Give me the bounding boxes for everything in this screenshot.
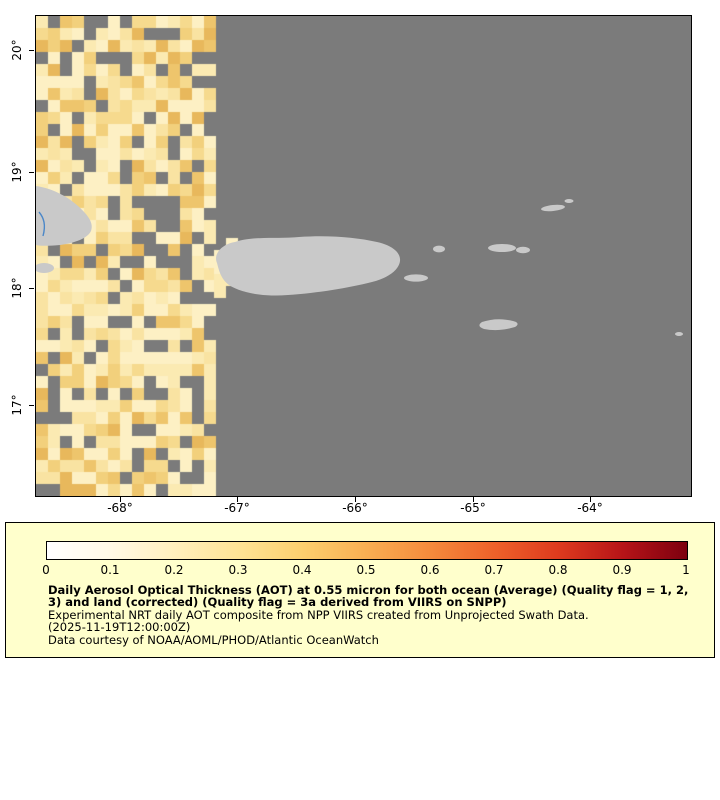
lat-tick-19: [29, 172, 34, 173]
st-john-islet: [516, 246, 530, 254]
legend-line-timestamp: (2025-11-19T12:00:00Z): [48, 620, 191, 635]
culebra-islet: [433, 245, 445, 253]
legend-line-source: Experimental NRT daily AOT composite fro…: [48, 607, 589, 622]
legend-title: Daily Aerosol Optical Thickness (AOT) at…: [48, 583, 689, 610]
lat-tick-20: [29, 50, 34, 51]
lon-tick-64: [590, 497, 591, 502]
colorbar-tick-labels: 0 0.1 0.2 0.3 0.4 0.5 0.6 0.7 0.8 0.9 1: [42, 563, 690, 577]
legend-panel: 0 0.1 0.2 0.3 0.4 0.5 0.6 0.7 0.8 0.9 1 …: [5, 522, 715, 658]
legend-caption: Daily Aerosol Optical Thickness (AOT) at…: [48, 584, 692, 646]
lon-tick-66: [355, 497, 356, 502]
lat-axis-label: 17°: [10, 394, 24, 416]
lon-tick-68: [120, 497, 121, 502]
st-croix-islet: [479, 319, 518, 331]
colorbar-tick: 0.4: [292, 563, 312, 577]
lon-tick-65: [473, 497, 474, 502]
lat-tick-17: [29, 405, 34, 406]
colorbar-tick: 0: [42, 563, 50, 577]
lon-tick-67: [237, 497, 238, 502]
lat-tick-18: [29, 288, 34, 289]
colorbar-tick: 0.2: [164, 563, 184, 577]
colorbar-tick: 0.3: [228, 563, 248, 577]
colorbar-tick: 0.6: [420, 563, 440, 577]
colorbar-tick: 0.7: [484, 563, 504, 577]
colorbar-tick: 0.8: [548, 563, 568, 577]
colorbar-gradient: [46, 541, 688, 560]
sombrero-islet: [675, 332, 683, 336]
vieques-islet: [404, 274, 428, 282]
lon-axis-label: -65°: [460, 501, 486, 515]
landmass-overlay: [36, 186, 683, 336]
colorbar-tick: 1: [682, 563, 690, 577]
tortola-islet: [541, 204, 565, 212]
st-thomas-islet: [488, 244, 516, 252]
lat-axis-label: 18°: [10, 277, 24, 299]
colorbar-tick: 0.1: [100, 563, 120, 577]
hispaniola-landmass: [36, 186, 92, 246]
lon-axis-label: -66°: [342, 501, 368, 515]
legend-line-courtesy: Data courtesy of NOAA/AOML/PHOD/Atlantic…: [48, 632, 379, 647]
lat-axis-label: 19°: [10, 161, 24, 183]
map-plot-area: [35, 15, 692, 497]
puerto-rico-landmass: [216, 236, 401, 296]
lon-axis-label: -68°: [107, 501, 133, 515]
saona-islet: [36, 263, 54, 273]
lon-axis-label: -64°: [577, 501, 603, 515]
colorbar-tick: 0.9: [612, 563, 632, 577]
border-line: [38, 211, 46, 237]
lon-axis-label: -67°: [224, 501, 250, 515]
colorbar-tick: 0.5: [356, 563, 376, 577]
lat-axis-label: 20°: [10, 39, 24, 61]
virgin-gorda-islet: [564, 199, 574, 203]
